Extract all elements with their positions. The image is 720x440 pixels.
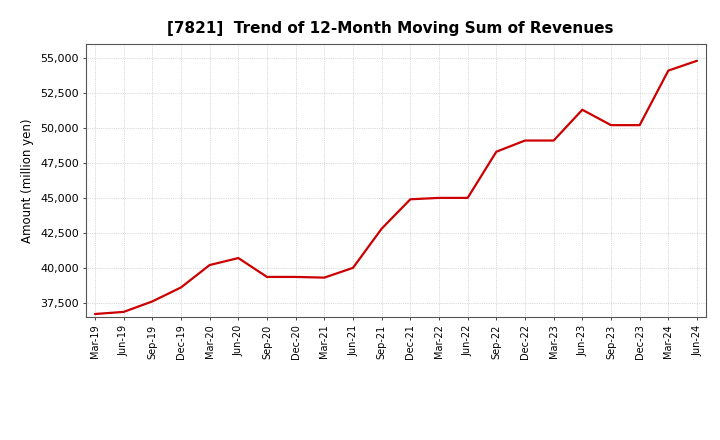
Text: [7821]  Trend of 12-Month Moving Sum of Revenues: [7821] Trend of 12-Month Moving Sum of R… (167, 21, 613, 36)
Y-axis label: Amount (million yen): Amount (million yen) (22, 118, 35, 242)
